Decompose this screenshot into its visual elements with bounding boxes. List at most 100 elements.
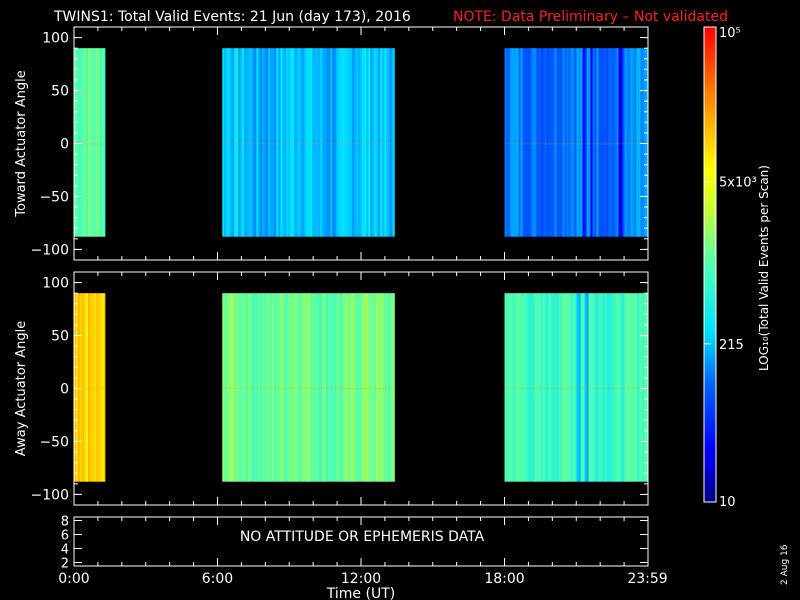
heatmap-column	[518, 293, 521, 482]
heatmap-column	[290, 293, 293, 482]
heatmap-column	[618, 48, 621, 237]
heatmap-segment-0	[74, 293, 106, 482]
x-axis-label: Time (UT)	[326, 586, 395, 600]
y-axis-label: Toward Actuator Angle	[14, 70, 29, 217]
heatmap-column	[614, 48, 617, 237]
heatmap-column	[524, 293, 527, 482]
heatmap-column	[328, 293, 331, 482]
y-tick-label: 100	[42, 31, 69, 47]
y-tick-label: 4	[61, 543, 69, 558]
heatmap-column	[516, 48, 519, 237]
heatmap-column	[230, 293, 233, 482]
heatmap-column	[90, 48, 93, 237]
heatmap-column	[336, 48, 339, 237]
heatmap-column	[246, 48, 249, 237]
heatmap-column	[348, 48, 351, 237]
heatmap-column	[390, 48, 393, 237]
heatmap-column	[94, 293, 97, 482]
zero-angle-band	[74, 387, 106, 390]
heatmap-column	[312, 293, 315, 482]
preliminary-note: NOTE: Data Preliminary – Not validated	[453, 9, 728, 25]
heatmap-column	[84, 293, 87, 482]
heatmap-column	[278, 48, 281, 237]
heatmap-column	[570, 293, 573, 482]
heatmap-column	[334, 293, 337, 482]
heatmap-column	[582, 48, 585, 237]
heatmap-column	[534, 48, 537, 237]
heatmap-column	[236, 48, 239, 237]
heatmap-column	[546, 48, 549, 237]
heatmap-column	[102, 293, 105, 482]
zero-angle-band	[222, 142, 395, 145]
heatmap-column	[258, 293, 261, 482]
heatmap-column	[312, 48, 315, 237]
heatmap-column	[510, 293, 513, 482]
heatmap-column	[332, 293, 335, 482]
heatmap-segment-1	[222, 293, 395, 482]
heatmap-column	[272, 293, 275, 482]
heatmap-column	[234, 48, 237, 237]
heatmap-column	[276, 293, 279, 482]
heatmap-column	[596, 293, 599, 482]
heatmap-column	[554, 293, 557, 482]
heatmap-column	[334, 48, 337, 237]
heatmap-column	[314, 48, 317, 237]
heatmap-column	[86, 293, 89, 482]
heatmap-column	[586, 293, 589, 482]
heatmap-column	[644, 293, 647, 482]
heatmap-column	[250, 48, 253, 237]
heatmap-column	[226, 293, 229, 482]
heatmap-column	[378, 48, 381, 237]
heatmap-column	[506, 293, 509, 482]
heatmap-column	[306, 293, 309, 482]
heatmap-column	[604, 293, 607, 482]
heatmap-column	[570, 48, 573, 237]
heatmap-column	[360, 48, 363, 237]
heatmap-column	[388, 48, 391, 237]
y-tick-label: −50	[39, 434, 69, 450]
heatmap-column	[614, 293, 617, 482]
heatmap-column	[300, 293, 303, 482]
heatmap-column	[244, 293, 247, 482]
heatmap-column	[104, 48, 106, 237]
heatmap-column	[374, 293, 377, 482]
heatmap-column	[514, 293, 517, 482]
heatmap-column	[376, 293, 379, 482]
heatmap-column	[646, 293, 649, 482]
heatmap-column	[252, 293, 255, 482]
heatmap-column	[536, 293, 539, 482]
heatmap-column	[224, 48, 227, 237]
heatmap-column	[538, 293, 541, 482]
heatmap-column	[292, 293, 295, 482]
heatmap-column	[98, 48, 101, 237]
heatmap-column	[338, 48, 341, 237]
heatmap-column	[352, 293, 355, 482]
heatmap-column	[602, 293, 605, 482]
heatmap-column	[380, 293, 383, 482]
heatmap-column	[520, 48, 523, 237]
heatmap-column	[284, 293, 287, 482]
heatmap-column	[98, 293, 101, 482]
heatmap-column	[586, 48, 589, 237]
heatmap-segment-1	[222, 48, 395, 237]
heatmap-column	[558, 48, 561, 237]
heatmap-column	[292, 48, 295, 237]
heatmap-column	[294, 48, 297, 237]
heatmap-column	[572, 293, 575, 482]
heatmap-column	[590, 48, 593, 237]
heatmap-column	[356, 293, 359, 482]
heatmap-column	[250, 293, 253, 482]
away-angle-panel: 100 50 0 −50 −100 Away Actuator Angle	[14, 271, 649, 506]
heatmap-column	[96, 48, 99, 237]
heatmap-column	[370, 48, 373, 237]
heatmap-column	[86, 48, 89, 237]
heatmap-column	[344, 48, 347, 237]
heatmap-column	[642, 293, 645, 482]
heatmap-column	[550, 48, 553, 237]
heatmap-column	[328, 48, 331, 237]
heatmap-column	[588, 48, 591, 237]
heatmap-column	[78, 293, 81, 482]
heatmap-column	[626, 293, 629, 482]
heatmap-column	[590, 293, 593, 482]
heatmap-column	[240, 48, 243, 237]
